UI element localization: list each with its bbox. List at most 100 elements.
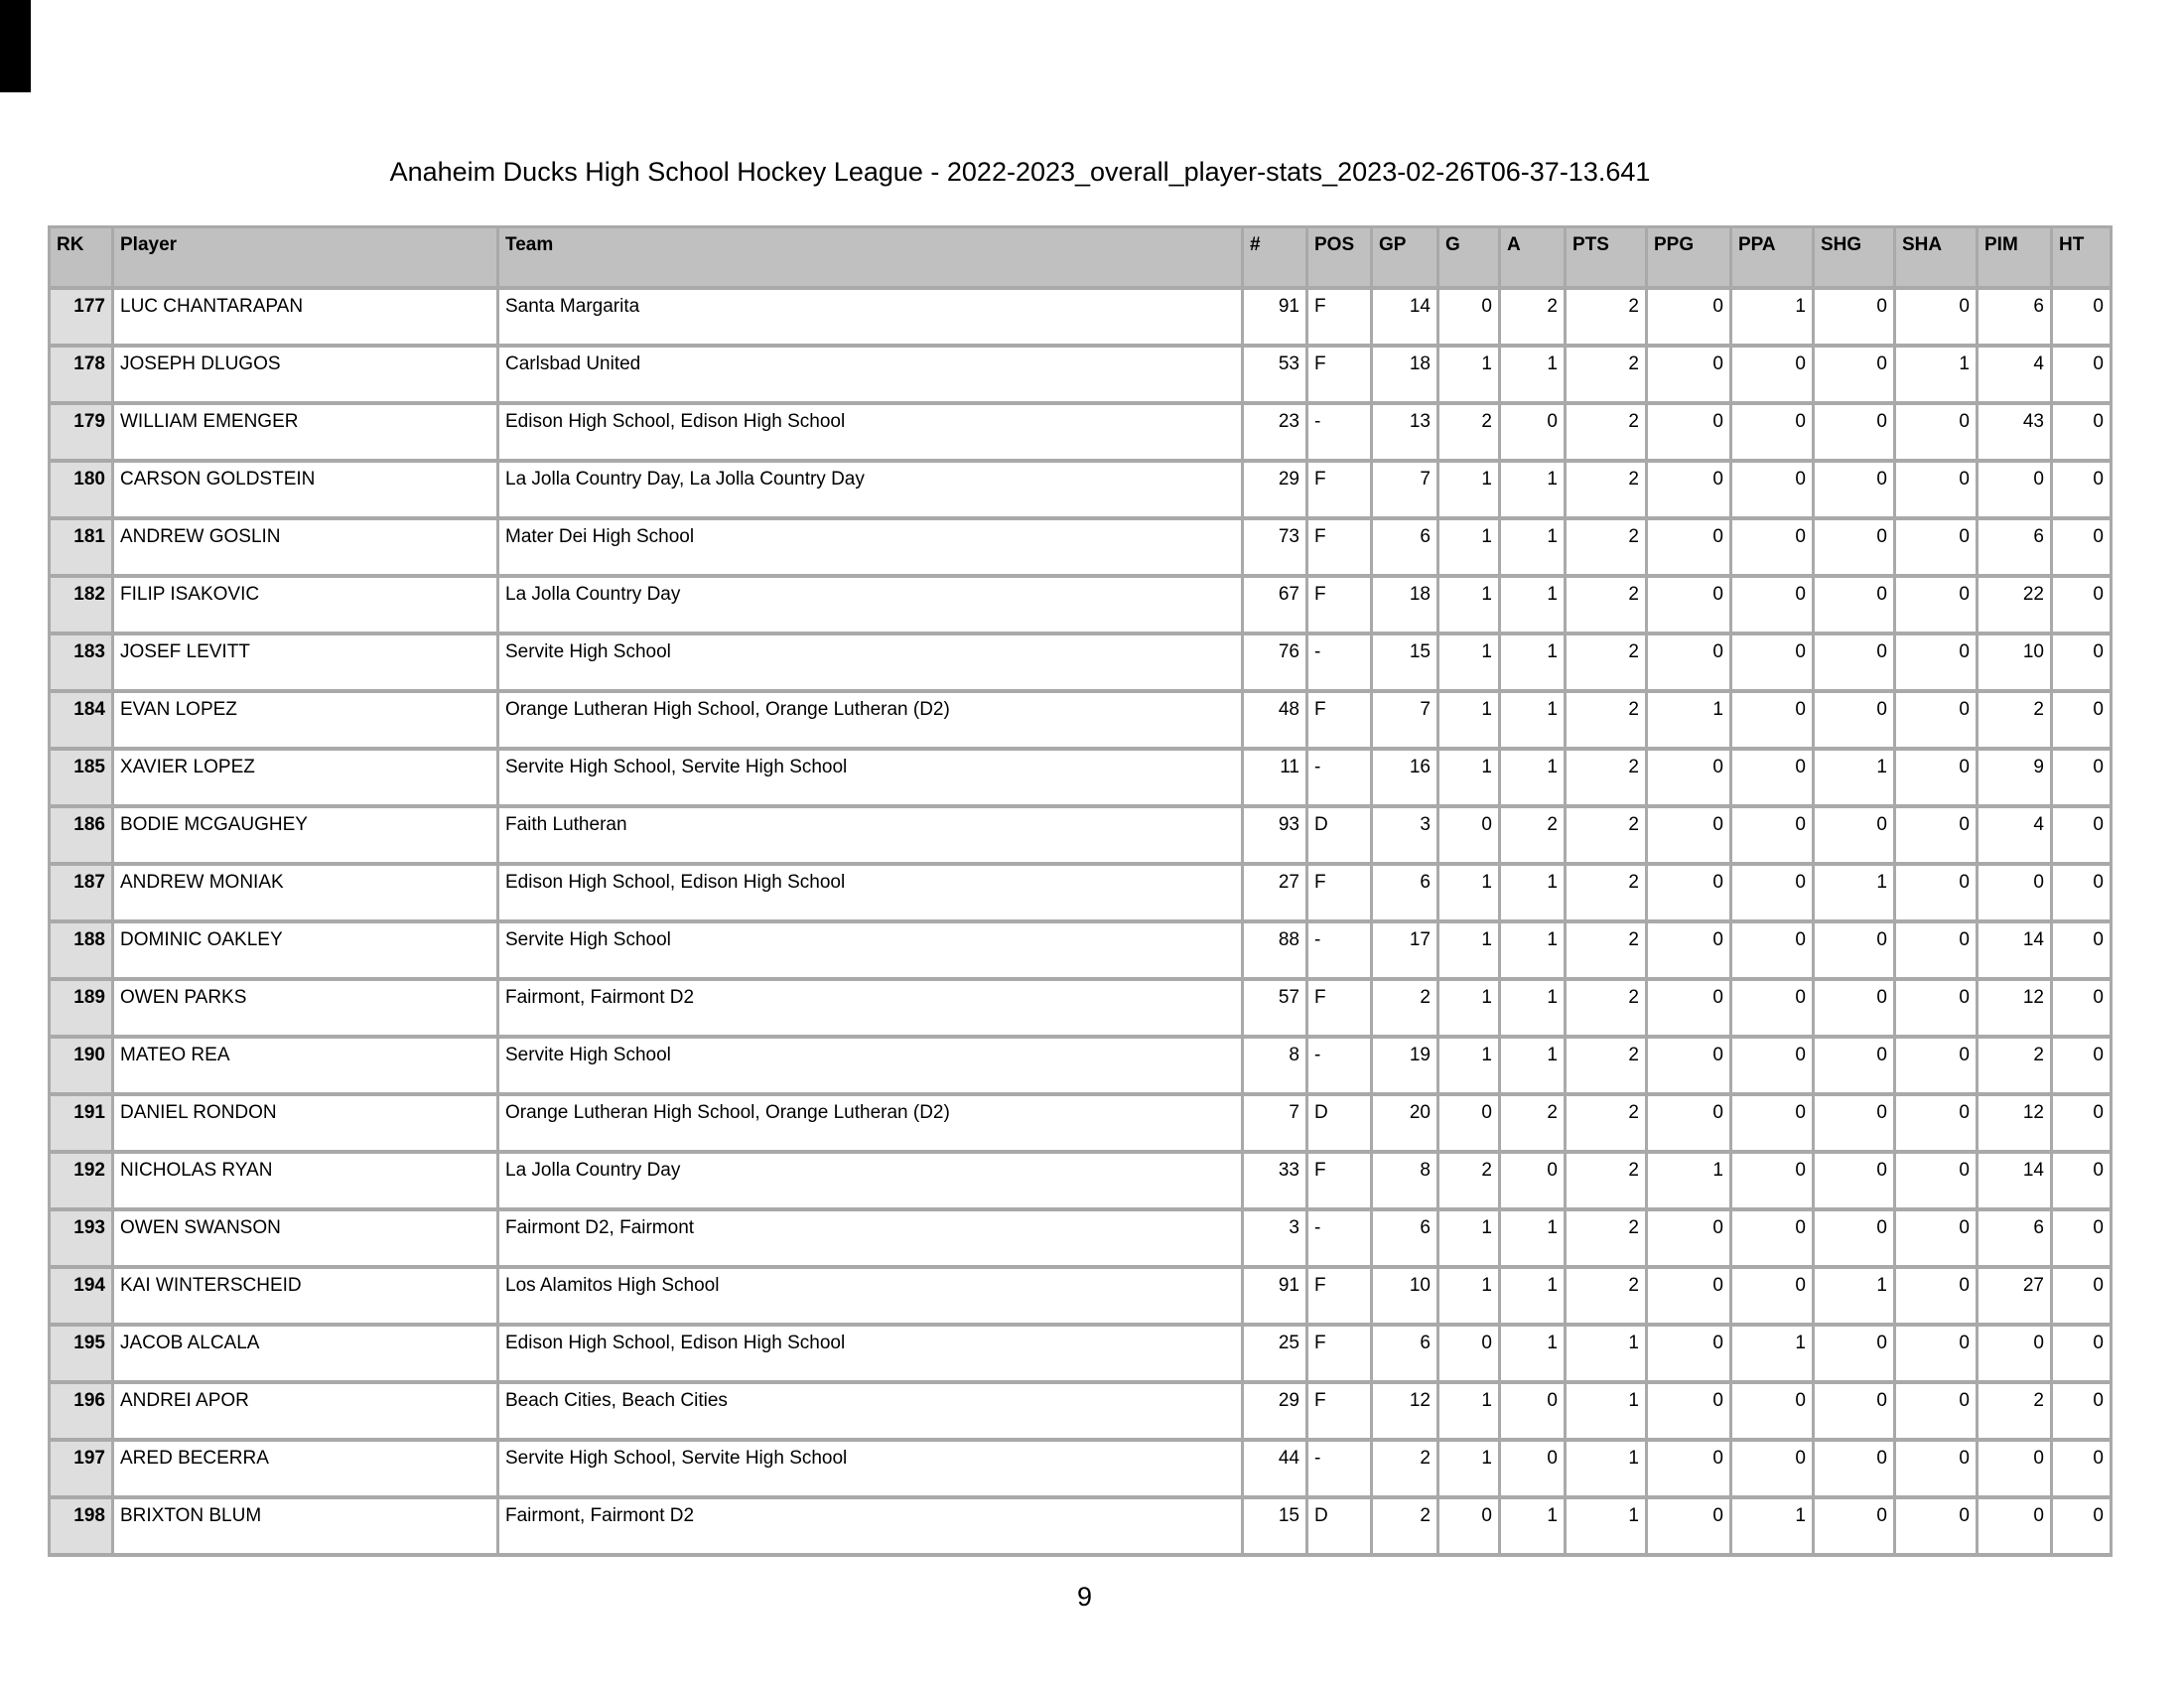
gp-cell: 10	[1370, 1265, 1439, 1327]
pim-cell: 12	[1976, 977, 2053, 1039]
pim-cell: 9	[1976, 747, 2053, 808]
points-cell: 2	[1564, 1265, 1648, 1327]
player-cell: ANDREW MONIAK	[111, 862, 499, 923]
assists-cell: 1	[1498, 1495, 1567, 1557]
sha-cell: 1	[1893, 344, 1979, 405]
gp-cell: 16	[1370, 747, 1439, 808]
points-cell: 1	[1564, 1495, 1648, 1557]
team-cell: Servite High School	[496, 632, 1244, 693]
rank-cell: 186	[48, 804, 114, 866]
shg-cell: 0	[1812, 1323, 1896, 1384]
points-cell: 1	[1564, 1380, 1648, 1442]
assists-cell: 1	[1498, 689, 1567, 751]
assists-cell: 1	[1498, 1207, 1567, 1269]
gp-cell: 8	[1370, 1150, 1439, 1211]
shg-cell: 0	[1812, 977, 1896, 1039]
team-cell: Mater Dei High School	[496, 516, 1244, 578]
ppg-cell: 0	[1645, 632, 1732, 693]
rank-cell: 190	[48, 1035, 114, 1096]
shg-cell: 0	[1812, 1035, 1896, 1096]
jersey-cell: 25	[1241, 1323, 1308, 1384]
table-row: 189 OWEN PARKS Fairmont, Fairmont D2 57 F 2 1 1…	[48, 977, 2113, 1039]
column-header-team: Team	[496, 225, 1244, 290]
rank-cell: 184	[48, 689, 114, 751]
gp-cell: 2	[1370, 1438, 1439, 1499]
ppg-cell: 0	[1645, 1265, 1732, 1327]
jersey-cell: 29	[1241, 459, 1308, 520]
gp-cell: 14	[1370, 286, 1439, 348]
player-cell: LUC CHANTARAPAN	[111, 286, 499, 348]
gp-cell: 6	[1370, 1323, 1439, 1384]
player-cell: JACOB ALCALA	[111, 1323, 499, 1384]
player-cell: OWEN PARKS	[111, 977, 499, 1039]
points-cell: 2	[1564, 344, 1648, 405]
sha-cell: 0	[1893, 1495, 1979, 1557]
ppa-cell: 0	[1729, 1150, 1815, 1211]
jersey-cell: 15	[1241, 1495, 1308, 1557]
ht-cell: 0	[2050, 516, 2113, 578]
pim-cell: 0	[1976, 459, 2053, 520]
column-header-ppg: PPG	[1645, 225, 1732, 290]
points-cell: 2	[1564, 1035, 1648, 1096]
position-cell: F	[1305, 1323, 1373, 1384]
table-header: RK Player Team # POS GP G A PTS PPG PPA SHG SHA PIM HT	[48, 225, 2113, 290]
position-cell: -	[1305, 1438, 1373, 1499]
ht-cell: 0	[2050, 804, 2113, 866]
table-row: 190 MATEO REA Servite High School 8-19 1 1 2 0 0…	[48, 1035, 2113, 1096]
goals-cell: 0	[1436, 1092, 1501, 1154]
sha-cell: 0	[1893, 401, 1979, 463]
player-cell: DANIEL RONDON	[111, 1092, 499, 1154]
goals-cell: 1	[1436, 1035, 1501, 1096]
column-header-ppa: PPA	[1729, 225, 1815, 290]
shg-cell: 1	[1812, 747, 1896, 808]
position-cell: -	[1305, 919, 1373, 981]
ppg-cell: 0	[1645, 1438, 1732, 1499]
column-header-pos: POS	[1305, 225, 1373, 290]
goals-cell: 1	[1436, 977, 1501, 1039]
ppa-cell: 0	[1729, 919, 1815, 981]
column-header-shg: SHG	[1812, 225, 1896, 290]
jersey-cell: 67	[1241, 574, 1308, 635]
assists-cell: 1	[1498, 459, 1567, 520]
shg-cell: 0	[1812, 401, 1896, 463]
sha-cell: 0	[1893, 286, 1979, 348]
sha-cell: 0	[1893, 1150, 1979, 1211]
team-cell: Servite High School, Servite High School	[496, 1438, 1244, 1499]
jersey-cell: 11	[1241, 747, 1308, 808]
goals-cell: 1	[1436, 1380, 1501, 1442]
team-cell: Faith Lutheran	[496, 804, 1244, 866]
assists-cell: 2	[1498, 804, 1567, 866]
position-cell: D	[1305, 804, 1373, 866]
jersey-cell: 93	[1241, 804, 1308, 866]
points-cell: 2	[1564, 1092, 1648, 1154]
points-cell: 2	[1564, 919, 1648, 981]
column-header-sha: SHA	[1893, 225, 1979, 290]
jersey-cell: 57	[1241, 977, 1308, 1039]
gp-cell: 19	[1370, 1035, 1439, 1096]
goals-cell: 1	[1436, 1438, 1501, 1499]
rank-cell: 182	[48, 574, 114, 635]
gp-cell: 7	[1370, 689, 1439, 751]
pim-cell: 4	[1976, 804, 2053, 866]
shg-cell: 0	[1812, 1438, 1896, 1499]
jersey-cell: 91	[1241, 1265, 1308, 1327]
player-cell: BODIE MCGAUGHEY	[111, 804, 499, 866]
shg-cell: 0	[1812, 1150, 1896, 1211]
table-row: 179 WILLIAM EMENGER Edison High School, Ed…	[48, 401, 2113, 463]
points-cell: 2	[1564, 747, 1648, 808]
ht-cell: 0	[2050, 977, 2113, 1039]
ht-cell: 0	[2050, 459, 2113, 520]
sha-cell: 0	[1893, 1380, 1979, 1442]
goals-cell: 1	[1436, 747, 1501, 808]
goals-cell: 1	[1436, 1265, 1501, 1327]
assists-cell: 1	[1498, 1265, 1567, 1327]
points-cell: 2	[1564, 516, 1648, 578]
position-cell: -	[1305, 1035, 1373, 1096]
goals-cell: 0	[1436, 286, 1501, 348]
column-header-ht: HT	[2050, 225, 2113, 290]
ppa-cell: 0	[1729, 1380, 1815, 1442]
pim-cell: 0	[1976, 862, 2053, 923]
jersey-cell: 3	[1241, 1207, 1308, 1269]
scan-artifact	[0, 0, 31, 92]
column-header-player: Player	[111, 225, 499, 290]
